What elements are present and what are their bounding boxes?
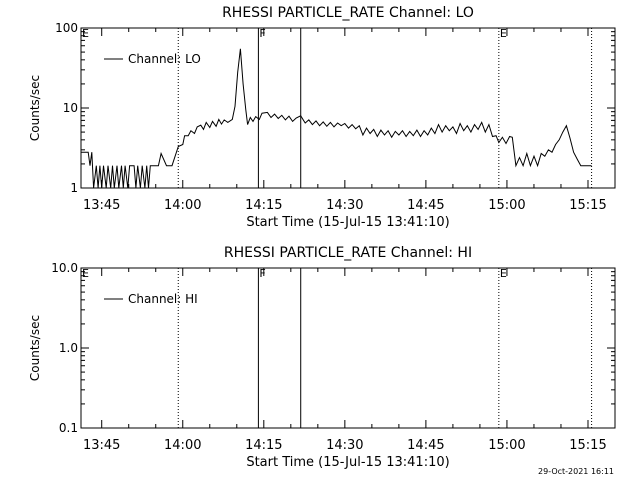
x-tick-label: 13:45 [83, 438, 120, 453]
x-tick-label: 14:45 [407, 438, 444, 453]
event-marker-label: E [82, 27, 89, 40]
event-marker-label: F [259, 267, 265, 280]
x-tick-label: 15:15 [569, 198, 606, 213]
chart-title: RHESSI PARTICLE_RATE Channel: LO [222, 5, 474, 21]
legend-label: Channel: HI [128, 292, 198, 306]
y-tick-label: 1.0 [59, 341, 78, 355]
y-tick-label: 10 [63, 101, 78, 115]
x-tick-label: 14:30 [326, 198, 363, 213]
y-tick-label: 10.0 [51, 261, 78, 275]
event-marker-label: E [500, 267, 507, 280]
footer-timestamp: 29-Oct-2021 16:11 [538, 467, 614, 476]
x-tick-label: 13:45 [83, 198, 120, 213]
chart-title: RHESSI PARTICLE_RATE Channel: HI [224, 245, 472, 261]
x-tick-label: 15:00 [488, 198, 525, 213]
chart-panel-2: RHESSI PARTICLE_RATE Channel: HI 0.1 1.0 10… [28, 245, 616, 470]
y-tick-label: 100 [55, 21, 78, 35]
y-axis-label: Counts/sec [28, 75, 42, 141]
x-tick-label: 14:15 [245, 198, 282, 213]
event-marker-label: E [82, 267, 89, 280]
x-tick-label: 14:15 [245, 438, 282, 453]
x-axis-label: Start Time (15-Jul-15 13:41:10) [246, 215, 449, 230]
x-tick-label: 14:45 [407, 198, 444, 213]
x-tick-label: 15:00 [488, 438, 525, 453]
x-tick-label: 14:00 [164, 438, 201, 453]
y-axis-label: Counts/sec [28, 315, 42, 381]
y-tick-label: 1 [70, 181, 78, 195]
series-line [81, 48, 592, 189]
x-tick-label: 14:30 [326, 438, 363, 453]
legend-label: Channel: LO [128, 52, 201, 66]
x-axis-label: Start Time (15-Jul-15 13:41:10) [246, 455, 449, 470]
chart-panel-1: RHESSI PARTICLE_RATE Channel: LO 1 10 100 13… [28, 5, 616, 230]
x-tick-label: 15:15 [569, 438, 606, 453]
event-marker-label: E [500, 27, 507, 40]
y-tick-label: 0.1 [59, 421, 78, 435]
x-tick-label: 14:00 [164, 198, 201, 213]
event-marker-label: F [259, 27, 265, 40]
